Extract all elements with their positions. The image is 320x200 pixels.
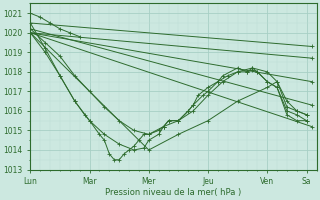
X-axis label: Pression niveau de la mer( hPa ): Pression niveau de la mer( hPa ) xyxy=(105,188,242,197)
